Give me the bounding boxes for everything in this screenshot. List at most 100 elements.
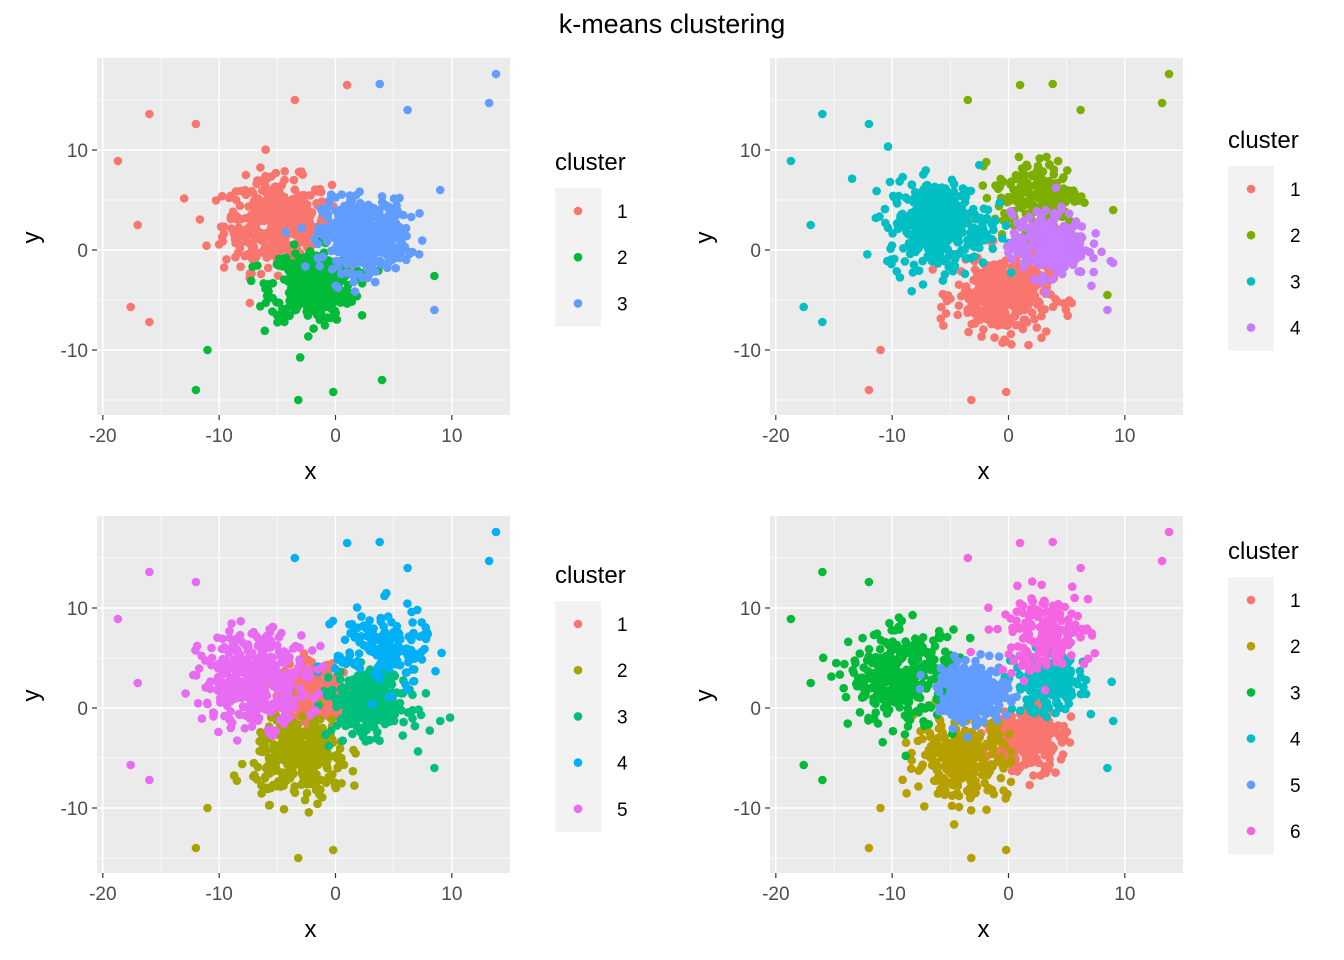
point-cluster-2 (304, 748, 314, 758)
point-cluster-3 (909, 260, 919, 270)
point-cluster-2 (982, 805, 991, 814)
legend-label-3: 3 (1290, 272, 1301, 293)
point-cluster-4 (362, 643, 372, 652)
x-axis-label: x (978, 458, 990, 485)
point-cluster-4 (484, 556, 494, 566)
point-cluster-3 (998, 234, 1007, 243)
point-cluster-3 (350, 686, 360, 696)
point-cluster-3 (914, 266, 924, 276)
point-cluster-3 (886, 674, 896, 683)
point-cluster-3 (843, 637, 853, 647)
point-cluster-3 (885, 618, 894, 628)
point-cluster-3 (881, 651, 891, 661)
point-cluster-4 (413, 605, 422, 615)
x-tick-label: 0 (330, 884, 341, 905)
point-cluster-3 (872, 186, 881, 196)
point-cluster-4 (417, 655, 427, 664)
point-cluster-1 (261, 197, 270, 206)
point-cluster-1 (1065, 738, 1075, 747)
point-cluster-1 (179, 194, 189, 203)
point-cluster-2 (961, 726, 970, 735)
point-cluster-3 (365, 679, 374, 688)
point-cluster-1 (1030, 297, 1040, 307)
point-cluster-2 (947, 801, 957, 811)
point-cluster-1 (1036, 771, 1045, 780)
point-cluster-2 (1053, 194, 1063, 204)
point-cluster-5 (279, 704, 288, 713)
point-cluster-1 (259, 216, 269, 226)
point-cluster-3 (375, 213, 385, 222)
point-cluster-1 (974, 305, 984, 315)
point-cluster-2 (336, 298, 345, 307)
point-cluster-2 (936, 750, 945, 759)
point-cluster-2 (294, 853, 303, 863)
point-cluster-3 (930, 642, 940, 651)
x-tick-label: -10 (205, 884, 232, 905)
point-cluster-2 (300, 795, 310, 805)
point-cluster-4 (1026, 242, 1035, 251)
point-cluster-3 (350, 698, 360, 707)
legend-key-background (1228, 166, 1274, 351)
point-cluster-1 (285, 209, 294, 219)
point-cluster-5 (271, 661, 281, 670)
point-cluster-3 (384, 204, 393, 214)
point-cluster-3 (336, 684, 346, 694)
point-cluster-3 (313, 228, 322, 237)
point-cluster-2 (961, 742, 970, 752)
point-cluster-3 (900, 730, 910, 739)
point-cluster-3 (413, 747, 423, 756)
point-cluster-1 (972, 299, 981, 308)
point-cluster-3 (888, 191, 898, 201)
point-cluster-4 (1048, 275, 1057, 284)
point-cluster-1 (126, 302, 135, 312)
point-cluster-2 (272, 297, 281, 307)
point-cluster-2 (249, 772, 258, 781)
point-cluster-5 (297, 692, 306, 702)
point-cluster-3 (328, 685, 337, 695)
point-cluster-3 (491, 69, 501, 79)
point-cluster-5 (261, 674, 271, 683)
point-cluster-5 (229, 657, 238, 667)
point-cluster-2 (906, 764, 916, 773)
point-cluster-4 (368, 699, 377, 709)
y-axis-label: y (691, 232, 718, 244)
point-cluster-3 (983, 205, 993, 215)
point-cluster-2 (304, 293, 313, 302)
point-cluster-3 (888, 726, 898, 736)
legend-key-3 (1246, 277, 1256, 286)
point-cluster-3 (375, 701, 385, 710)
point-cluster-2 (1009, 185, 1018, 194)
point-cluster-3 (855, 708, 865, 717)
x-tick-label: -10 (878, 426, 905, 447)
point-cluster-1 (280, 175, 289, 185)
point-cluster-3 (355, 187, 364, 196)
point-cluster-1 (298, 170, 308, 179)
point-cluster-2 (316, 785, 325, 794)
point-cluster-4 (1054, 246, 1064, 255)
point-cluster-3 (806, 220, 815, 230)
point-cluster-3 (361, 737, 371, 746)
point-cluster-2 (953, 751, 963, 760)
point-cluster-3 (923, 238, 932, 248)
point-cluster-3 (864, 644, 874, 654)
point-cluster-5 (272, 641, 282, 650)
point-cluster-1 (232, 212, 242, 221)
point-cluster-3 (362, 725, 372, 735)
point-cluster-3 (930, 182, 940, 192)
point-cluster-3 (924, 701, 934, 710)
point-cluster-3 (831, 658, 841, 668)
point-cluster-3 (911, 634, 920, 643)
point-cluster-3 (901, 674, 911, 683)
point-cluster-5 (197, 651, 206, 661)
point-cluster-3 (981, 231, 991, 241)
point-cluster-2 (264, 801, 274, 810)
point-cluster-3 (887, 241, 897, 250)
point-cluster-4 (357, 612, 366, 621)
point-cluster-2 (982, 193, 992, 203)
x-tick-label: 0 (1003, 426, 1014, 447)
point-cluster-3 (956, 191, 966, 201)
point-cluster-4 (379, 622, 388, 631)
point-cluster-1 (1041, 719, 1051, 728)
point-cluster-5 (193, 699, 203, 708)
x-tick-label: -20 (762, 426, 789, 447)
